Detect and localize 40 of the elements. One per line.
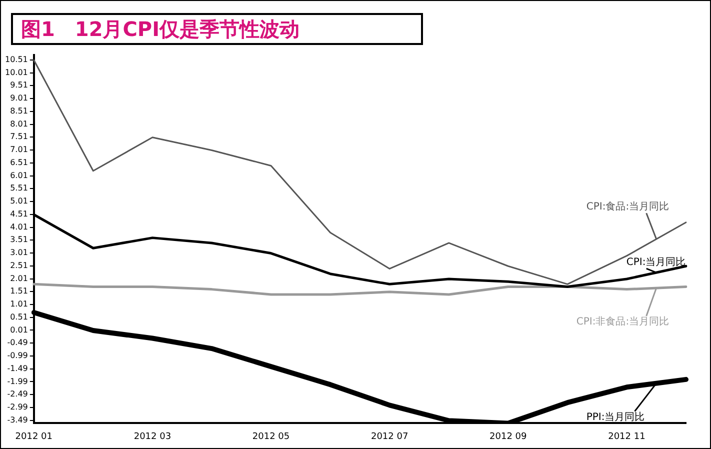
y-tick-label: 4.01 bbox=[10, 222, 28, 232]
y-tick-label: 2.51 bbox=[10, 260, 28, 270]
y-tick-label: -1.49 bbox=[7, 364, 28, 373]
y-tick-label: 4.51 bbox=[10, 209, 28, 218]
y-tick-label: 6.01 bbox=[10, 170, 28, 180]
y-tick-label: 5.01 bbox=[10, 196, 28, 206]
y-tick-label: 7.01 bbox=[10, 145, 28, 154]
series-label: CPI:当月同比 bbox=[626, 256, 686, 268]
x-tick-label: 2012 01 bbox=[15, 432, 53, 442]
y-tick-label: -1.99 bbox=[7, 376, 28, 386]
y-tick-label: 10.51 bbox=[4, 54, 28, 64]
x-tick-label: 2012 09 bbox=[490, 432, 528, 442]
y-tick-label: -0.99 bbox=[7, 351, 28, 360]
series-label: PPI:当月同比 bbox=[586, 410, 645, 423]
x-tick-label: 2012 03 bbox=[134, 432, 172, 442]
y-tick-label: 6.51 bbox=[10, 158, 28, 167]
text: CPI:非食品:当月同比 bbox=[576, 316, 670, 328]
x-tick-label: 2012 11 bbox=[608, 432, 646, 442]
y-tick-label: 8.51 bbox=[10, 106, 28, 116]
y-tick-label: 1.51 bbox=[10, 286, 28, 296]
y-tick-label: 2.01 bbox=[10, 274, 28, 283]
x-tick-label: 2012 07 bbox=[370, 432, 408, 442]
y-tick-label: -2.99 bbox=[7, 402, 28, 412]
y-tick-label: 0.01 bbox=[10, 325, 28, 334]
x-tick-label: 2012 05 bbox=[252, 432, 290, 442]
y-tick-label: -0.49 bbox=[7, 338, 28, 348]
series-label: CPI:食品:当月同比 bbox=[586, 200, 670, 213]
y-tick-label: 5.51 bbox=[10, 184, 28, 193]
y-tick-label: 1.01 bbox=[10, 300, 28, 309]
chart-title: 图1 12月CPI仅是季节性波动 bbox=[11, 13, 423, 45]
y-tick-label: 3.01 bbox=[10, 248, 28, 258]
y-tick-label: 9.51 bbox=[10, 80, 28, 90]
y-tick-label: -2.49 bbox=[7, 390, 28, 399]
y-tick-label: 9.01 bbox=[10, 94, 28, 103]
y-tick-label: 8.01 bbox=[10, 119, 28, 128]
y-tick-label: 3.51 bbox=[10, 235, 28, 244]
y-tick-label: 10.01 bbox=[4, 68, 28, 77]
y-tick-label: 0.51 bbox=[10, 312, 28, 322]
y-tick-label: 7.51 bbox=[10, 132, 28, 142]
y-tick-label: -3.49 bbox=[7, 415, 28, 424]
